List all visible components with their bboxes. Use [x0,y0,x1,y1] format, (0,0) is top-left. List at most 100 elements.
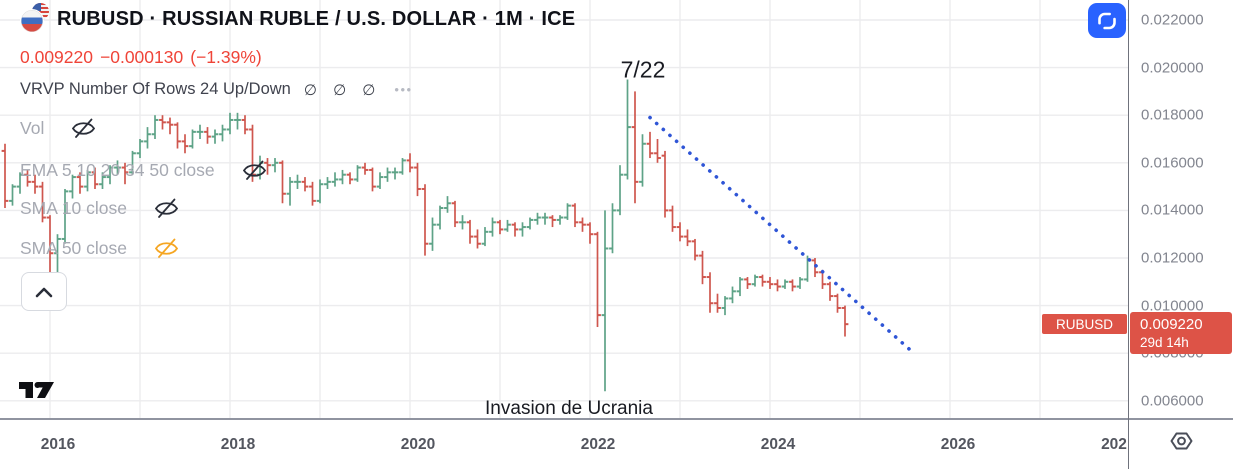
ohlc-bar [369,167,376,192]
price-tick-label: 0.018000 [1141,106,1204,124]
price-change: −0.000130 [100,47,184,67]
ohlc-bar [414,162,421,197]
currency-pair-flag-icon [20,3,49,33]
legend-row-ema[interactable]: EMA 5 10 20 34 50 close [20,158,268,183]
ohlc-bar [391,167,399,180]
ohlc-bar [444,196,451,213]
badge-price: 0.009220 [1140,316,1203,334]
ohlc-bar [346,172,354,185]
ohlc-bar [811,258,819,278]
eye-hidden-icon[interactable] [70,116,97,141]
ohlc-bar [481,227,489,247]
indicator-row-vrvp[interactable]: VRVP Number Of Rows 24 Up/Down ∅ ∅ ∅ ••• [20,80,413,99]
reset-zoom-icon [1098,12,1116,29]
symbol-header[interactable]: RUBUSD · RUSSIAN RUBLE / U.S. DOLLAR · 1… [20,3,575,33]
ohlc-bar [264,158,271,175]
ohlc-bar [286,177,294,206]
ohlc-bar [564,203,571,220]
ohlc-bar [136,139,144,159]
reset-chart-view-button[interactable] [1088,3,1126,38]
trendline-dotted[interactable] [648,115,915,354]
ohlc-bar [579,217,586,232]
year-tick-label: 2018 [220,436,256,453]
ohlc-bar [534,212,541,225]
ohlc-bar [234,112,241,130]
ohlc-bar [841,305,849,337]
ohlc-bar [294,174,301,189]
ohlc-bar [721,296,729,316]
ohlc-bar [271,158,279,173]
legend-row-volume[interactable]: Vol [20,116,97,141]
price-change-percent: (−1.39%) [190,47,262,67]
ohlc-bar [661,150,669,218]
ohlc-bar [61,188,69,244]
ohlc-bar [826,281,834,301]
ohlc-bar [196,124,204,139]
ohlc-bar [84,169,91,192]
collapse-legend-button[interactable] [21,272,67,311]
price-chart-canvas[interactable] [0,0,1128,419]
ohlc-bar [519,222,526,237]
ohlc-bar [586,222,594,244]
ohlc-bar [376,172,384,189]
ohlc-bar [436,205,444,230]
annotation-text[interactable]: Invasion de Ucrania [485,397,653,419]
ohlc-bar [751,274,759,287]
ohlc-bar [684,229,691,247]
legend-label: SMA 10 close [20,198,127,218]
eye-hidden-icon[interactable] [153,196,180,221]
legend-row-sma50[interactable]: SMA 50 close [20,236,180,261]
ohlc-bar [219,124,226,142]
ohlc-bar [459,215,466,230]
ohlc-bar [324,177,331,189]
price-tick-label: 0.016000 [1141,154,1204,172]
ohlc-bar [699,250,706,285]
legend-row-sma10[interactable]: SMA 10 close [20,196,180,221]
ohlc-bar [496,219,504,235]
eye-hidden-icon[interactable] [153,236,180,261]
ohlc-bar [421,184,429,256]
more-options-icon[interactable]: ••• [394,82,413,97]
time-axis-separator [0,418,1233,420]
price-axis[interactable]: 0.022000 0.020000 0.018000 0.016000 0.014000… [1128,0,1233,469]
ohlc-bar [181,134,189,154]
indicator-name: VRVP Number Of Rows 24 Up/Down [20,80,291,98]
ohlc-bar [331,172,339,187]
ohlc-bar [736,277,744,297]
ohlc-bar [204,127,211,144]
axis-settings-button[interactable] [1169,429,1194,458]
price-axis-separator [1127,0,1130,469]
ohlc-bar [834,293,841,313]
annotation-text[interactable]: 7/22 [620,56,666,83]
ohlc-bar [301,177,309,192]
ohlc-bar [609,203,616,254]
ohlc-bar [31,174,39,194]
year-tick-label: 2016 [40,436,76,453]
ohlc-bar [504,219,511,232]
ohlc-bar [174,122,181,149]
ohlc-bar [789,279,796,292]
ohlc-bar [571,203,579,228]
ohlc-bar [91,167,99,189]
last-price-axis-badge: 0.009220 29d 14h [1130,312,1232,355]
price-tick-label: 0.012000 [1141,249,1204,267]
ohlc-bar [654,139,661,163]
time-axis[interactable]: 2016 2018 2020 2022 2024 2026 202 [0,421,1128,469]
ohlc-bar [211,129,219,144]
eye-hidden-icon[interactable] [241,158,268,183]
ohlc-bar [106,165,114,185]
ohlc-bar [594,231,601,328]
ohlc-bar [361,162,369,175]
series-label-badge: RUBUSD [1042,314,1127,335]
ohlc-bar [714,293,721,313]
hexagon-settings-icon [1170,432,1193,450]
ohlc-bar [129,150,136,175]
badge-countdown: 29d 14h [1140,335,1189,351]
price-tick-label: 0.022000 [1141,11,1204,29]
ohlc-bar [616,165,624,216]
tradingview-logo[interactable] [17,378,57,408]
ohlc-bar [121,162,129,185]
ohlc-bar [384,167,391,182]
ohlc-bar [706,272,714,313]
